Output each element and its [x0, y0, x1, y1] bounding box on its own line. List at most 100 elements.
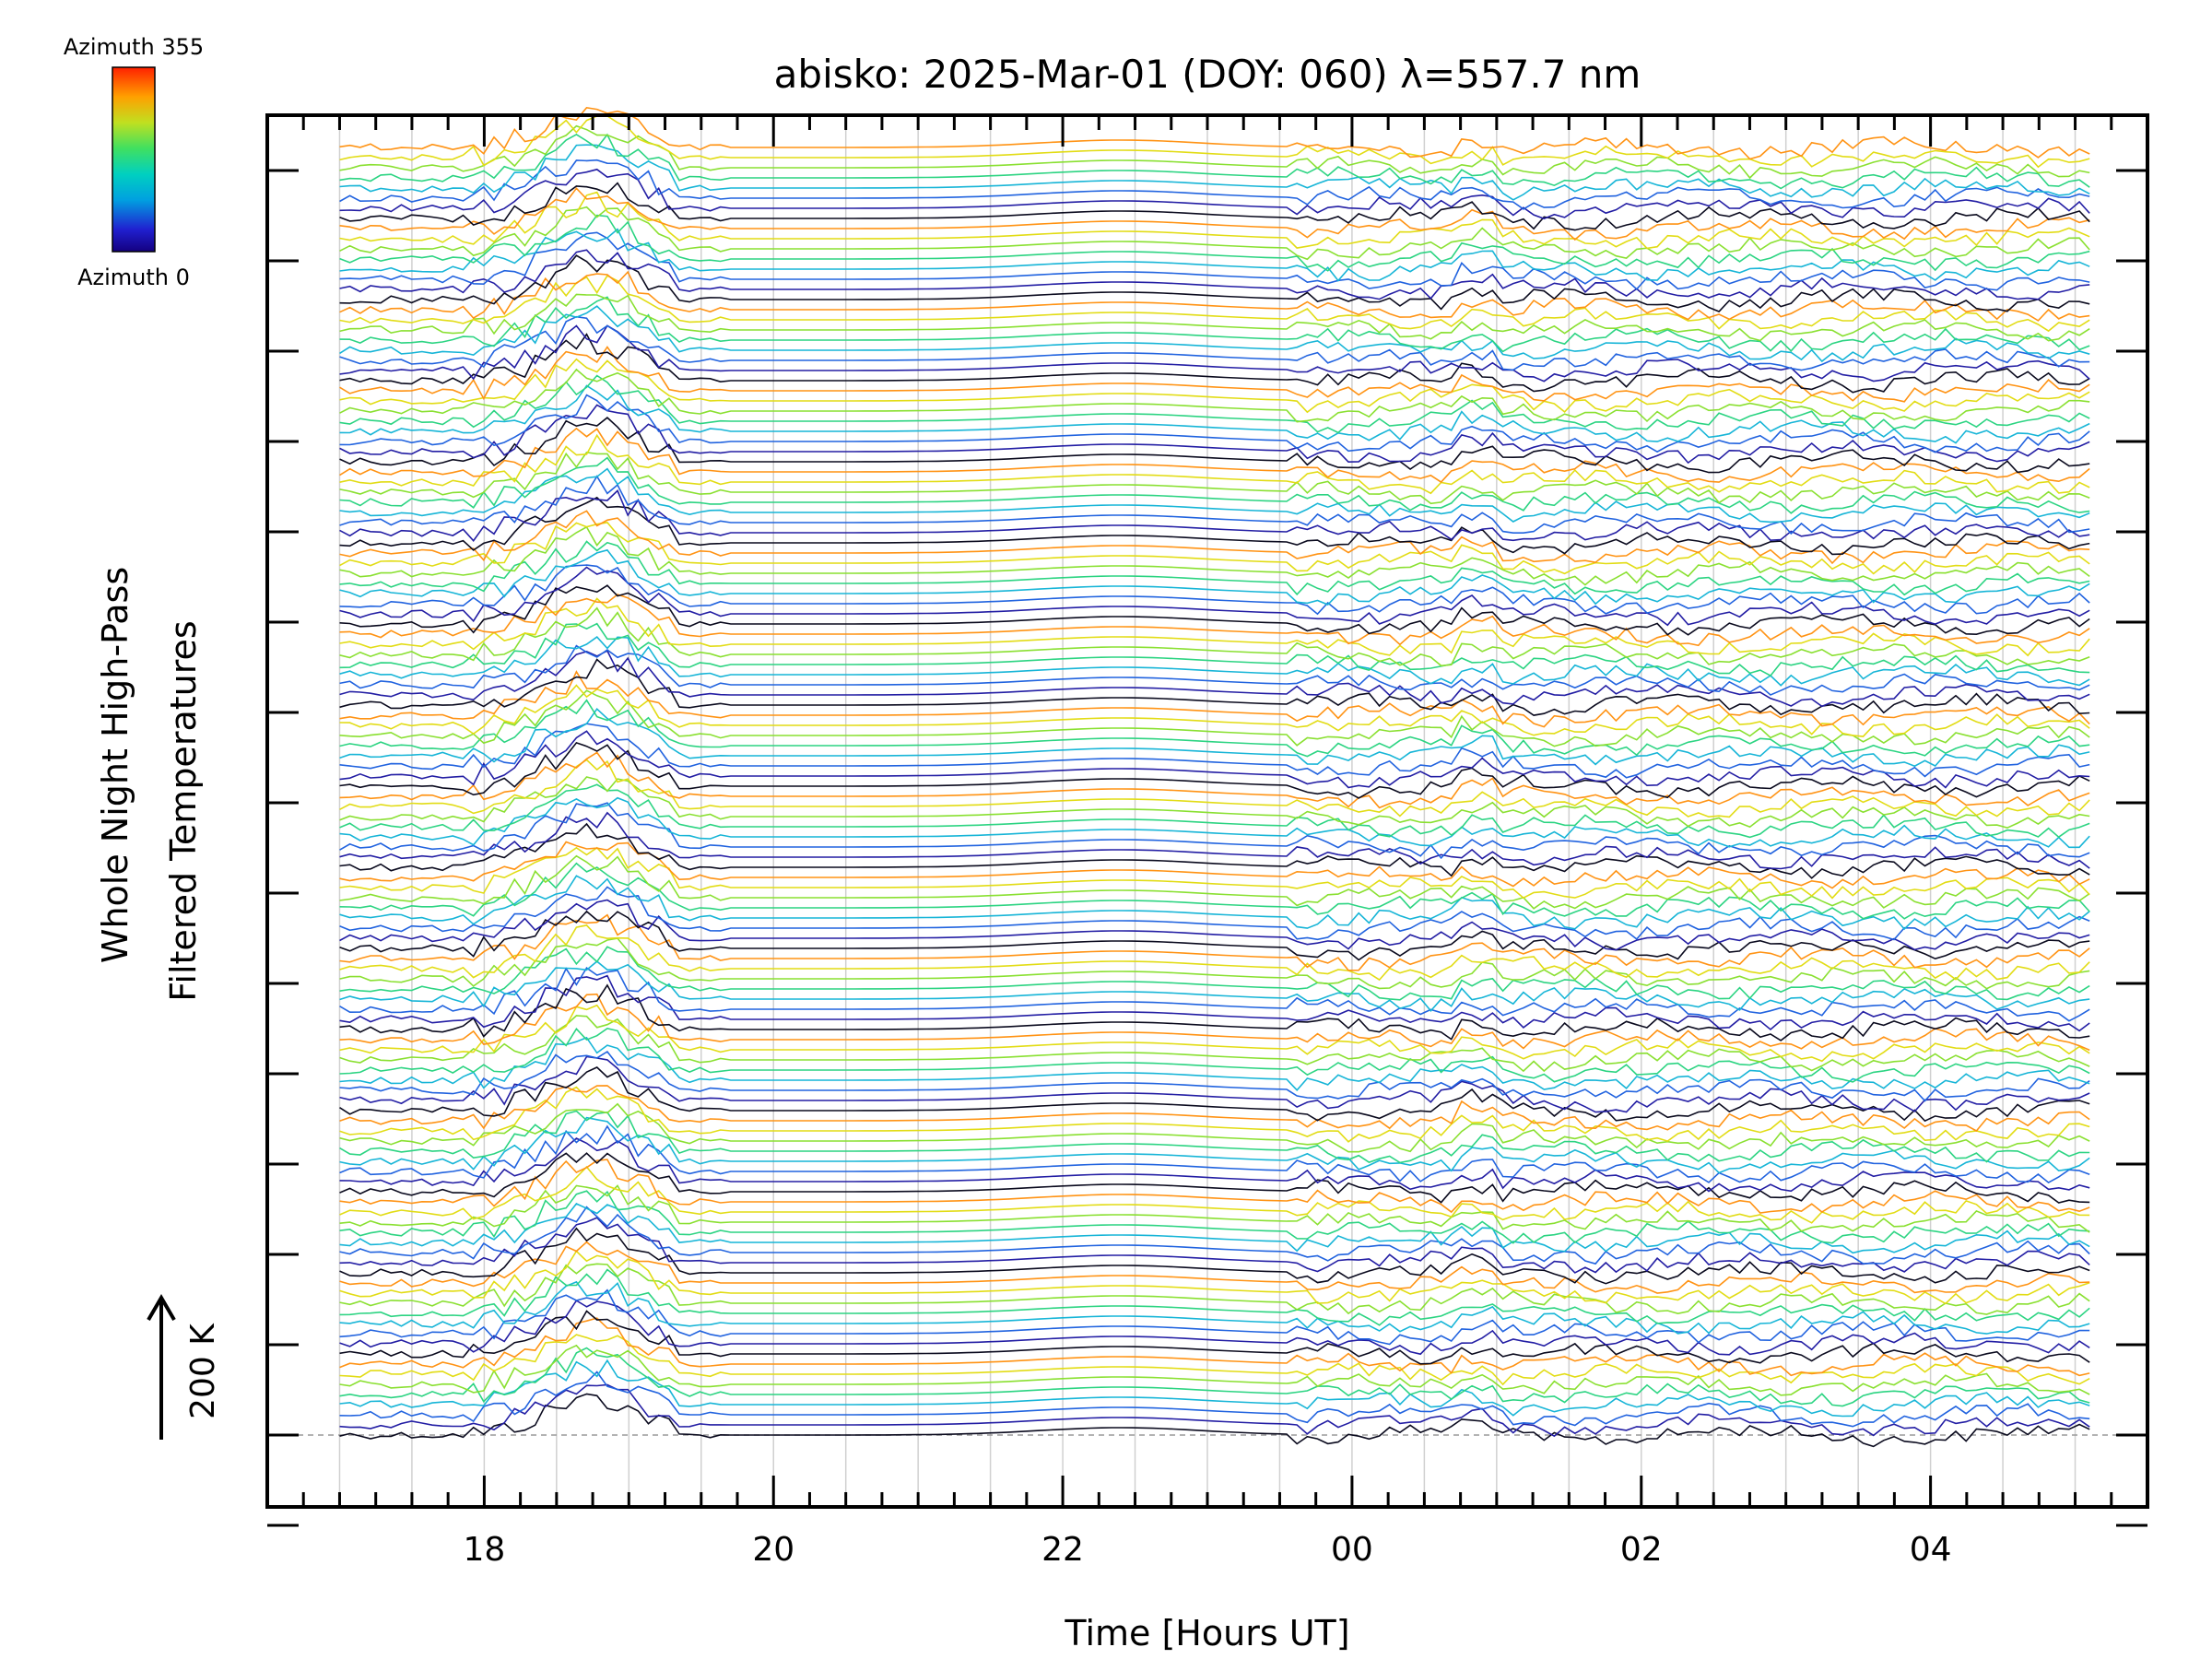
trace-line	[339, 206, 2090, 261]
trace-line	[339, 658, 2090, 716]
x-tick-label: 18	[463, 1531, 505, 1569]
trace-line	[339, 1085, 2090, 1133]
trace-line	[339, 822, 2090, 879]
trace-line	[339, 1027, 2090, 1083]
trace-line	[339, 730, 2090, 789]
trace-line	[339, 214, 2090, 272]
trace-line	[339, 1317, 2090, 1377]
trace-line	[339, 636, 2090, 687]
trace-line	[339, 670, 2090, 728]
trace-line	[339, 597, 2090, 657]
trace-line	[339, 1102, 2090, 1153]
trace-line	[339, 475, 2090, 535]
colorbar-label-bottom: Azimuth 0	[77, 265, 190, 290]
trace-line	[339, 644, 2090, 696]
trace-line	[339, 1110, 2090, 1164]
trace-line	[339, 467, 2090, 524]
trace-line	[339, 510, 2090, 565]
y-axis-label-line1: Whole Night High-Pass	[95, 567, 135, 963]
trace-line	[339, 983, 2090, 1041]
trace-line	[339, 114, 2090, 169]
trace-line	[339, 168, 2090, 220]
trace-line	[339, 584, 2090, 636]
trace-line	[339, 650, 2090, 708]
trace-line	[339, 1124, 2090, 1184]
trace-line	[339, 1263, 2090, 1315]
trace-line	[339, 368, 2090, 423]
trace-line	[339, 796, 2090, 849]
trace-line	[339, 802, 2090, 860]
trace-line	[339, 384, 2090, 444]
temperature-traces	[339, 106, 2090, 1448]
trace-line	[339, 886, 2090, 941]
trace-line	[339, 811, 2090, 870]
trace-line	[339, 1344, 2090, 1396]
y-axis-label-line2: Filtered Temperatures	[163, 620, 204, 1001]
trace-line	[339, 913, 2090, 971]
trace-line	[339, 1383, 2090, 1438]
trace-line	[339, 1184, 2090, 1233]
trace-line	[339, 993, 2090, 1052]
trace-line	[339, 249, 2090, 300]
trace-line	[339, 741, 2090, 799]
x-tick-label: 22	[1041, 1531, 1084, 1569]
trace-line	[339, 124, 2090, 180]
trace-line	[339, 1359, 2090, 1418]
trace-line	[339, 910, 2090, 961]
trace-line	[339, 417, 2090, 474]
x-tick-label: 00	[1331, 1531, 1373, 1569]
trace-line	[339, 1300, 2090, 1356]
trace-line	[339, 548, 2090, 606]
trace-line	[339, 862, 2090, 920]
trace-line	[339, 937, 2090, 990]
plot-axes	[265, 113, 2149, 1527]
trace-line	[339, 324, 2090, 382]
trace-line	[339, 1217, 2090, 1274]
trace-line	[339, 1241, 2090, 1294]
trace-line	[339, 707, 2090, 768]
trace-line	[339, 751, 2090, 809]
x-tick-label: 20	[752, 1531, 794, 1569]
trace-line	[339, 1165, 2090, 1224]
trace-line	[339, 564, 2090, 616]
trace-line	[339, 1268, 2090, 1326]
trace-line	[339, 1310, 2090, 1365]
trace-line	[339, 374, 2090, 434]
trace-line	[339, 946, 2090, 1001]
trace-line	[339, 899, 2090, 951]
trace-line	[339, 1190, 2090, 1244]
trace-line	[339, 1004, 2090, 1063]
trace-line	[339, 540, 2090, 596]
trace-line	[339, 841, 2090, 889]
scale-arrow-icon	[147, 1294, 176, 1440]
trace-line	[339, 566, 2090, 627]
trace-line	[339, 854, 2090, 910]
trace-line	[339, 1050, 2090, 1102]
trace-line	[339, 270, 2090, 322]
trace-line	[339, 456, 2090, 514]
trace-line	[339, 187, 2090, 241]
colorbar-label-top: Azimuth 355	[64, 34, 204, 60]
x-axis-label: Time [Hours UT]	[1064, 1613, 1349, 1653]
trace-line	[339, 875, 2090, 931]
trace-line	[339, 133, 2090, 190]
trace-line	[339, 1334, 2090, 1386]
trace-line	[339, 228, 2090, 282]
trace-line	[339, 1227, 2090, 1285]
trace-line	[339, 296, 2090, 353]
trace-line	[339, 315, 2090, 371]
trace-line	[339, 1086, 2090, 1143]
trace-line	[339, 606, 2090, 667]
trace-line	[339, 333, 2090, 394]
trace-line	[339, 967, 2090, 1022]
trace-line	[339, 144, 2090, 201]
trace-line	[339, 1116, 2090, 1174]
trace-line	[339, 1015, 2090, 1073]
trace-line	[339, 1393, 2090, 1448]
trace-line	[339, 1055, 2090, 1113]
trace-line	[339, 1066, 2090, 1123]
trace-line	[339, 293, 2090, 342]
trace-line	[339, 1036, 2090, 1091]
trace-line	[339, 231, 2090, 291]
